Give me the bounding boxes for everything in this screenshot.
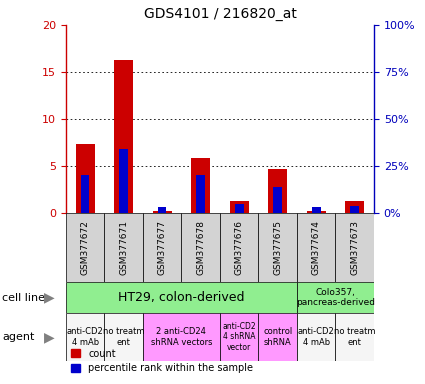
Bar (81, 175, 90, 213)
Legend: count, percentile rank within the sample: count, percentile rank within the sample (71, 349, 253, 373)
Bar (153, 211, 172, 213)
Text: anti-CD2
4 shRNA
vector: anti-CD2 4 shRNA vector (222, 322, 256, 352)
Text: GSM377675: GSM377675 (273, 220, 282, 275)
Text: no treatm
ent: no treatm ent (334, 327, 376, 347)
Text: GSM377676: GSM377676 (235, 220, 244, 275)
Text: control
shRNA: control shRNA (263, 327, 292, 347)
Bar (273, 187, 282, 213)
Bar (143, 213, 181, 282)
Text: cell line: cell line (2, 293, 45, 303)
Bar (158, 207, 167, 213)
Text: GSM377678: GSM377678 (196, 220, 205, 275)
Bar (335, 213, 374, 282)
Text: ▶: ▶ (43, 330, 54, 344)
Bar (335, 313, 374, 361)
Bar (297, 313, 335, 361)
Bar (297, 282, 374, 313)
Bar (143, 313, 220, 361)
Bar (105, 213, 143, 282)
Bar (350, 205, 359, 213)
Text: GSM377673: GSM377673 (350, 220, 359, 275)
Bar (66, 282, 297, 313)
Bar (191, 157, 210, 213)
Bar (220, 213, 258, 282)
Bar (230, 201, 249, 213)
Bar (76, 144, 95, 213)
Text: no treatm
ent: no treatm ent (103, 327, 144, 347)
Bar (258, 213, 297, 282)
Bar (258, 313, 297, 361)
Bar (119, 149, 128, 213)
Bar (181, 213, 220, 282)
Text: ▶: ▶ (43, 291, 54, 305)
Bar (345, 201, 364, 213)
Text: HT29, colon-derived: HT29, colon-derived (118, 291, 245, 304)
Bar (66, 213, 105, 282)
Bar (268, 169, 287, 213)
Bar (196, 175, 205, 213)
Text: GSM377677: GSM377677 (158, 220, 167, 275)
Text: 2 anti-CD24
shRNA vectors: 2 anti-CD24 shRNA vectors (151, 327, 212, 347)
Bar (114, 60, 133, 213)
Text: GSM377671: GSM377671 (119, 220, 128, 275)
Bar (105, 313, 143, 361)
Text: Colo357,
pancreas-derived: Colo357, pancreas-derived (296, 288, 375, 307)
Title: GDS4101 / 216820_at: GDS4101 / 216820_at (144, 7, 296, 21)
Text: anti-CD2
4 mAb: anti-CD2 4 mAb (298, 327, 334, 347)
Text: agent: agent (2, 332, 34, 342)
Text: anti-CD2
4 mAb: anti-CD2 4 mAb (67, 327, 104, 347)
Bar (306, 211, 326, 213)
Bar (312, 207, 320, 213)
Text: GSM377672: GSM377672 (81, 220, 90, 275)
Bar (220, 313, 258, 361)
Bar (297, 213, 335, 282)
Bar (235, 204, 244, 213)
Bar (66, 313, 105, 361)
Text: GSM377674: GSM377674 (312, 220, 321, 275)
